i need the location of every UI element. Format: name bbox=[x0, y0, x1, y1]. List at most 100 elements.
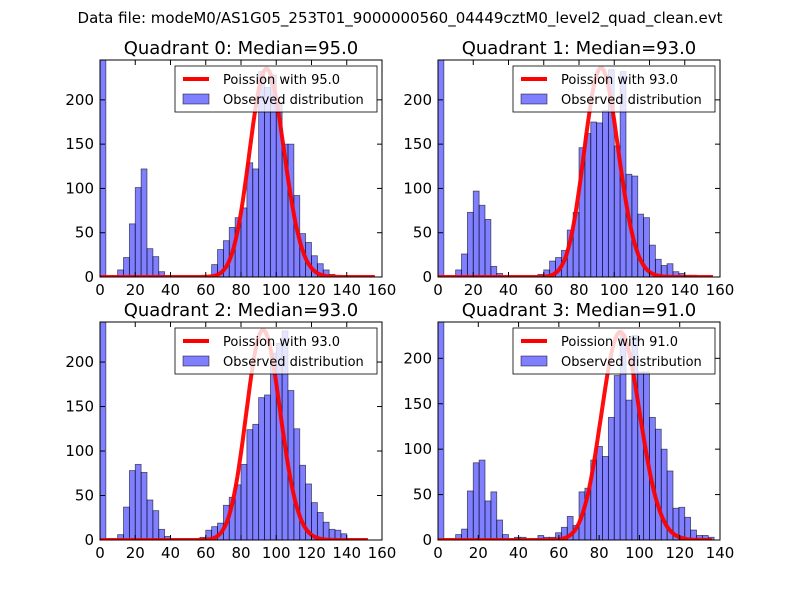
axes-frame bbox=[437, 321, 721, 541]
histogram-bar bbox=[602, 110, 609, 277]
histogram-bar bbox=[654, 428, 662, 540]
histogram-bar bbox=[123, 506, 130, 540]
y-tick-label: 150 bbox=[403, 135, 432, 153]
histogram-bar bbox=[690, 529, 697, 540]
legend-label-poisson: Poission with 93.0 bbox=[223, 335, 340, 350]
histogram-bar bbox=[240, 463, 248, 540]
subplot-title: Quadrant 2: Median=93.0 bbox=[124, 300, 359, 321]
poisson-curve bbox=[100, 328, 369, 540]
x-tick-label: 80 bbox=[569, 281, 588, 299]
histogram-bar bbox=[100, 60, 107, 277]
histogram-bar bbox=[466, 490, 474, 540]
legend-label-poisson: Poission with 91.0 bbox=[561, 335, 678, 350]
histogram-bar bbox=[484, 219, 492, 277]
y-tick-label: 50 bbox=[75, 224, 94, 242]
x-tick-label: 120 bbox=[665, 544, 694, 562]
histogram-bar bbox=[438, 60, 445, 277]
subplot-title: Quadrant 0: Median=95.0 bbox=[124, 38, 359, 59]
histogram-bar bbox=[472, 462, 480, 540]
poisson-curve bbox=[438, 330, 712, 540]
x-tick-label: 0 bbox=[433, 544, 443, 562]
histogram-bar bbox=[631, 175, 639, 277]
x-tick-label: 40 bbox=[161, 544, 180, 562]
x-tick-label: 140 bbox=[670, 281, 699, 299]
x-tick-label: 140 bbox=[332, 544, 361, 562]
x-tick-label: 160 bbox=[368, 544, 397, 562]
histogram-bar bbox=[158, 528, 166, 540]
histogram-bar bbox=[293, 428, 301, 540]
y-tick-label: 200 bbox=[403, 91, 432, 109]
histogram-bar bbox=[134, 187, 142, 277]
histogram-bar bbox=[484, 500, 492, 540]
subplot-quadrant-2: Quadrant 2: Median=93.0 0 20 40 60 80 100 120 14… bbox=[65, 300, 396, 562]
histogram-bar bbox=[496, 519, 504, 540]
y-tick-label: 100 bbox=[403, 179, 432, 197]
legend-label-observed: Observed distribution bbox=[223, 355, 364, 370]
histogram-bar bbox=[152, 256, 160, 277]
histogram-bar bbox=[123, 257, 130, 277]
x-tick-label: 80 bbox=[231, 544, 250, 562]
subplot-quadrant-0: Quadrant 0: Median=95.0 0 20 40 60 80 100 120 14… bbox=[65, 38, 396, 299]
histogram-bar bbox=[152, 510, 160, 540]
histogram-bar bbox=[596, 446, 603, 540]
x-tick-label: 40 bbox=[509, 544, 528, 562]
subplot-quadrant-1: Quadrant 1: Median=93.0 0 20 40 60 80 100 120 14… bbox=[403, 38, 734, 299]
histogram-bar bbox=[146, 248, 154, 277]
histogram-bar bbox=[490, 491, 498, 540]
y-tick-label: 100 bbox=[65, 442, 94, 460]
histogram-bar bbox=[316, 512, 324, 540]
histogram-bar bbox=[602, 456, 609, 540]
x-tick-label: 40 bbox=[161, 281, 180, 299]
x-tick-label: 120 bbox=[297, 544, 326, 562]
y-tick-label: 150 bbox=[65, 398, 94, 416]
y-tick-label: 50 bbox=[75, 487, 94, 505]
figure-suptitle: Data file: modeM0/AS1G05_253T01_90000005… bbox=[77, 9, 723, 27]
histogram-bar bbox=[438, 322, 445, 540]
x-tick-label: 20 bbox=[126, 544, 145, 562]
histogram-bar bbox=[252, 423, 260, 540]
histogram-bar bbox=[252, 168, 260, 277]
histogram-bar bbox=[478, 204, 486, 277]
histogram-bar bbox=[584, 133, 592, 277]
y-tick-label: 0 bbox=[422, 531, 432, 549]
histogram-bar bbox=[100, 322, 107, 540]
histogram-bar bbox=[490, 265, 498, 277]
x-tick-label: 60 bbox=[196, 281, 215, 299]
y-tick-label: 0 bbox=[84, 268, 94, 286]
x-tick-label: 100 bbox=[600, 281, 629, 299]
y-tick-label: 150 bbox=[65, 135, 94, 153]
legend-bar-icon bbox=[182, 355, 210, 367]
histogram-bar bbox=[128, 223, 136, 277]
y-tick-label: 0 bbox=[84, 531, 94, 549]
legend-label-observed: Observed distribution bbox=[561, 355, 702, 370]
x-tick-label: 100 bbox=[262, 544, 291, 562]
y-tick-label: 200 bbox=[65, 353, 94, 371]
x-tick-label: 140 bbox=[706, 544, 735, 562]
x-tick-label: 0 bbox=[95, 544, 105, 562]
histogram-bar bbox=[140, 471, 148, 540]
legend-bar-icon bbox=[520, 93, 548, 105]
histogram-bar bbox=[128, 470, 136, 540]
x-tick-label: 60 bbox=[549, 544, 568, 562]
histogram-bar bbox=[140, 168, 148, 277]
x-tick-label: 160 bbox=[706, 281, 735, 299]
histogram-bar bbox=[258, 397, 265, 540]
legend-label-observed: Observed distribution bbox=[223, 93, 364, 108]
y-tick-label: 100 bbox=[403, 440, 432, 458]
histogram-bar bbox=[264, 87, 271, 277]
histogram-bar bbox=[666, 263, 674, 277]
x-tick-label: 20 bbox=[126, 281, 145, 299]
legend-bar-icon bbox=[520, 355, 548, 367]
x-tick-label: 20 bbox=[469, 544, 488, 562]
y-tick-label: 50 bbox=[413, 486, 432, 504]
histogram-bar bbox=[264, 394, 271, 540]
histogram-bar bbox=[596, 122, 603, 277]
subplot-title: Quadrant 3: Median=91.0 bbox=[462, 300, 697, 321]
legend: Poission with 93.0 Observed distribution bbox=[174, 327, 378, 375]
legend: Poission with 91.0 Observed distribution bbox=[512, 327, 716, 375]
x-tick-label: 60 bbox=[196, 544, 215, 562]
histogram-bar bbox=[625, 399, 633, 540]
subplot-quadrant-3: Quadrant 3: Median=91.0 0 20 40 60 80 100 120 14… bbox=[403, 300, 734, 562]
x-tick-label: 60 bbox=[534, 281, 553, 299]
poisson-curve bbox=[100, 66, 376, 277]
